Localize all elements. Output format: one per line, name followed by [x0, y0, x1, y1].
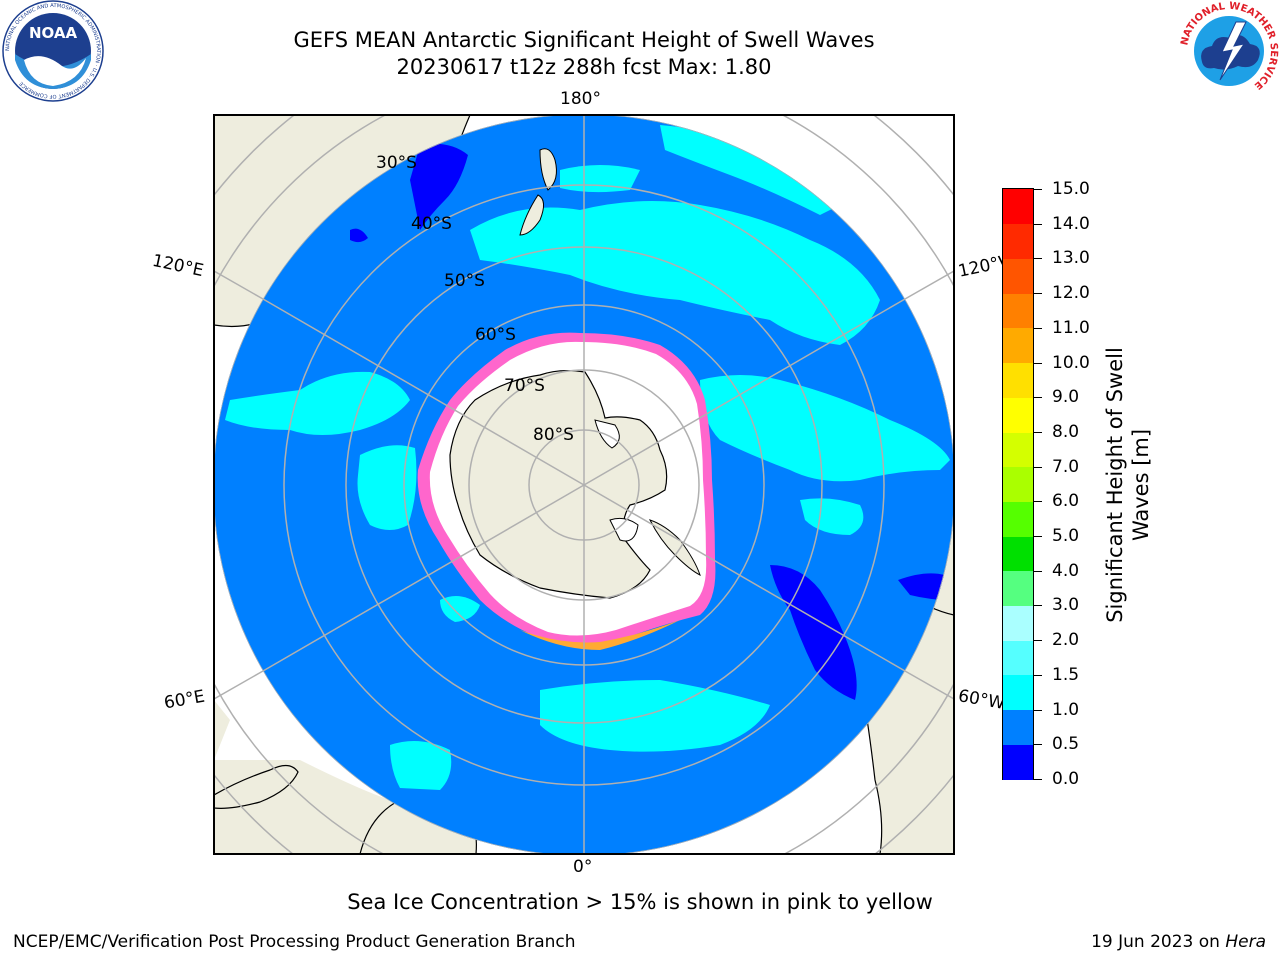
page-subtitle: 20230617 t12z 288h fcst Max: 1.80: [396, 55, 772, 79]
colorbar-tick-label: 14.0: [1052, 213, 1090, 234]
colorbar-segment: [1003, 223, 1033, 259]
colorbar-segment: [1003, 431, 1033, 468]
noaa-logo: NOAA NATIONAL OCEANIC AND ATMOSPHERIC AD…: [2, 0, 104, 102]
nws-logo: NATIONAL WEATHER SERVICE: [1179, 1, 1279, 101]
colorbar-tick-label: 12.0: [1052, 283, 1090, 304]
colorbar-label: Significant Height of Swell Waves [m]: [1102, 347, 1154, 623]
colorbar-tick-label: 7.0: [1052, 456, 1080, 477]
colorbar-tick: [1034, 397, 1042, 399]
outer-meridians: [214, 270, 954, 700]
colorbar-tick: [1034, 570, 1042, 572]
colorbar-segment: [1003, 466, 1033, 502]
weddell-ice-shelf: [609, 517, 639, 542]
lat-label-60s: 60°S: [475, 325, 516, 345]
colorbar: [1002, 188, 1034, 780]
colorbar-tick-label: 2.0: [1052, 630, 1080, 651]
page-title: GEFS MEAN Antarctic Significant Height o…: [293, 28, 875, 52]
colorbar-segment: [1003, 327, 1033, 364]
colorbar-tick: [1034, 223, 1042, 225]
colorbar-label-line1: Significant Height of Swell: [1103, 347, 1127, 623]
antarctic-peninsula: [649, 519, 701, 576]
south-atlantic-tip: [214, 700, 230, 760]
colorbar-tick: [1034, 327, 1042, 329]
new-zealand-land: [539, 148, 557, 191]
colorbar-tick: [1034, 431, 1042, 433]
lat-label-80s: 80°S: [533, 425, 574, 445]
caption: Sea Ice Concentration > 15% is shown in …: [347, 890, 933, 914]
colorbar-tick: [1034, 466, 1042, 468]
colorbar-tick-label: 15.0: [1052, 179, 1090, 199]
colorbar-tick-label: 4.0: [1052, 560, 1080, 581]
colorbar-tick-label: 13.0: [1052, 248, 1090, 269]
colorbar-tick-label: 8.0: [1052, 421, 1080, 442]
noaa-logo-text: NOAA: [29, 24, 78, 42]
colorbar-tick-label: 0.5: [1052, 734, 1080, 755]
low-swell-patches: [350, 143, 950, 700]
colorbar-segment: [1003, 258, 1033, 294]
madagascar-land: [214, 764, 299, 809]
lat-label-70s: 70°S: [504, 376, 545, 396]
colorbar-tick: [1034, 674, 1042, 676]
colorbar-tick-label: 10.0: [1052, 352, 1090, 373]
meridians: [262, 115, 906, 854]
lat-label-30s: 30°S: [376, 153, 417, 173]
colorbar-tick: [1034, 536, 1042, 538]
footer-credit: NCEP/EMC/Verification Post Processing Pr…: [13, 932, 576, 952]
colorbar-segment: [1003, 709, 1033, 745]
lat-label-40s: 40°S: [411, 214, 452, 234]
colorbar-tick: [1034, 709, 1042, 711]
sea-ice-yellow: [520, 620, 680, 650]
colorbar-tick-label: 5.0: [1052, 526, 1080, 547]
colorbar-segment: [1003, 501, 1033, 537]
colorbar-tick: [1034, 605, 1042, 607]
colorbar-tick-label: 1.5: [1052, 664, 1080, 685]
map-border: [213, 114, 955, 855]
colorbar-segment: [1003, 744, 1033, 780]
swell-patches: [225, 125, 950, 790]
footer-date: 19 Jun 2023 on Hera: [1091, 932, 1266, 952]
colorbar-tick-label: 3.0: [1052, 595, 1080, 616]
colorbar-tick: [1034, 293, 1042, 295]
colorbar-segment: [1003, 189, 1033, 225]
footer-date-text: 19 Jun 2023 on: [1091, 932, 1226, 952]
colorbar-segment: [1003, 605, 1033, 641]
colorbar-segment: [1003, 362, 1033, 398]
colorbar-tick-label: 9.0: [1052, 387, 1080, 408]
footer-host: Hera: [1225, 932, 1266, 952]
colorbar-tick: [1034, 744, 1042, 746]
colorbar-tick-label: 11.0: [1052, 317, 1090, 338]
colorbar-tick: [1034, 189, 1042, 190]
colorbar-label-line2: Waves [m]: [1129, 428, 1153, 542]
colorbar-segment: [1003, 674, 1033, 711]
colorbar-segment: [1003, 640, 1033, 676]
new-zealand-south-land: [519, 194, 544, 236]
lon-label-180: 180°: [560, 89, 601, 109]
colorbar-segment: [1003, 536, 1033, 572]
lat-label-50s: 50°S: [444, 271, 485, 291]
colorbar-tick-label: 6.0: [1052, 491, 1080, 512]
colorbar-tick: [1034, 258, 1042, 260]
colorbar-segment: [1003, 570, 1033, 607]
colorbar-tick-label: 1.0: [1052, 699, 1080, 720]
colorbar-segment: [1003, 293, 1033, 329]
colorbar-tick: [1034, 640, 1042, 642]
lon-label-0: 0°: [573, 857, 593, 877]
colorbar-tick: [1034, 779, 1042, 780]
colorbar-tick: [1034, 501, 1042, 503]
colorbar-tick-label: 0.0: [1052, 769, 1080, 789]
colorbar-segment: [1003, 397, 1033, 433]
colorbar-tick: [1034, 362, 1042, 364]
